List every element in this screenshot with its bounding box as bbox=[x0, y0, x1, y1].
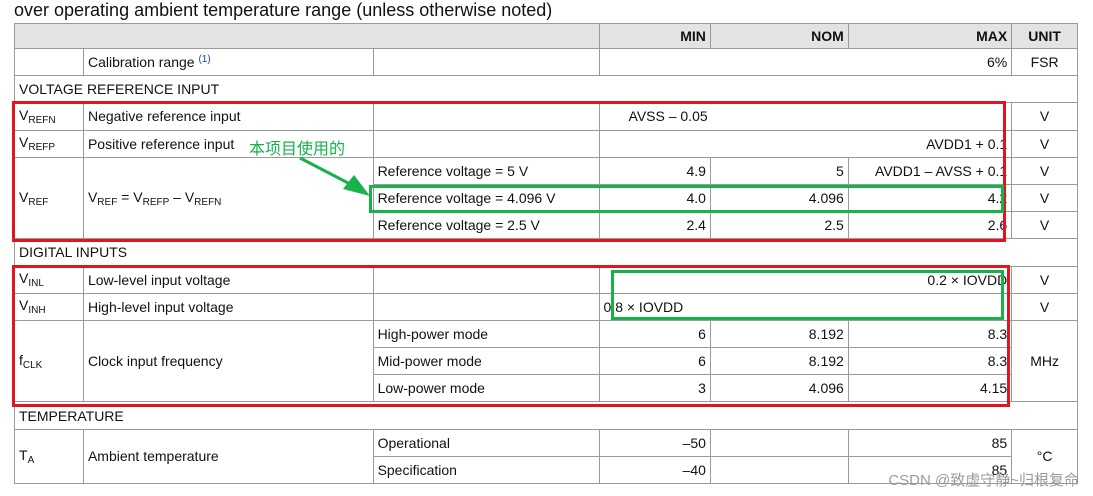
nom-cell: 4.096 bbox=[709, 183, 849, 213]
max-cell: AVDD1 – AVSS + 0.1 bbox=[847, 156, 1013, 185]
min-cell: 2.4 bbox=[598, 211, 711, 240]
symbol-fclk: fCLK bbox=[14, 319, 84, 403]
max-cell: 4.15 bbox=[847, 374, 1013, 403]
param-cell: Calibration range (1) bbox=[82, 47, 374, 77]
nom-cell: 2.5 bbox=[709, 211, 849, 240]
cond-cell: Specification bbox=[372, 455, 600, 485]
sym-cell bbox=[14, 47, 84, 77]
min-cell: –40 bbox=[598, 455, 711, 485]
cond-cell: Reference voltage = 4.096 V bbox=[372, 183, 600, 213]
unit-cell: V bbox=[1011, 183, 1078, 213]
min-cell: 4.0 bbox=[598, 183, 711, 213]
header-blank bbox=[14, 23, 600, 49]
min-cell: 6 bbox=[598, 319, 711, 349]
table-row: VREFP Positive reference input AVDD1 + 0… bbox=[14, 129, 1078, 158]
table-row: VINL Low-level input voltage 0.2 × IOVDD… bbox=[14, 265, 1078, 294]
unit-cell: V bbox=[1011, 129, 1078, 158]
symbol-vrefp: VREFP bbox=[14, 129, 84, 158]
unit-cell: V bbox=[1011, 265, 1078, 294]
unit-cell: MHz bbox=[1011, 319, 1078, 403]
max-cell: 85 bbox=[847, 428, 1013, 457]
section-digital-inputs: DIGITAL INPUTS bbox=[14, 238, 1078, 267]
table-row: Low-power mode 3 4.096 4.15 bbox=[15, 374, 1078, 403]
min-cell: –50 bbox=[598, 428, 711, 457]
min-cell: 3 bbox=[598, 374, 711, 403]
annotation-label: 本项目使用的 bbox=[249, 139, 346, 158]
max-cell: 2.6 bbox=[847, 211, 1013, 240]
section-header: TEMPERATURE bbox=[14, 401, 1078, 430]
cond-cell bbox=[372, 129, 600, 158]
param-cell: Clock input frequency bbox=[82, 319, 374, 403]
section-temperature: TEMPERATURE bbox=[14, 401, 1078, 430]
unit-cell: °C bbox=[1011, 428, 1078, 485]
max-cell: 8.3 bbox=[847, 319, 1013, 349]
page-title: over operating ambient temperature range… bbox=[14, 0, 553, 20]
param-cell: Ambient temperature bbox=[82, 428, 374, 485]
header-max: MAX bbox=[847, 23, 1013, 49]
param-cell: High-level input voltage bbox=[82, 292, 374, 321]
min-cell: 0.8 × IOVDD bbox=[598, 292, 1013, 321]
min-cell: 6 bbox=[598, 347, 711, 376]
nom-cell bbox=[709, 428, 849, 457]
table-row: Calibration range (1) 6% FSR bbox=[14, 47, 1078, 77]
nom-cell: 5 bbox=[709, 156, 849, 185]
cond-cell: Mid-power mode bbox=[372, 347, 600, 376]
min-cell: AVSS – 0.05 bbox=[598, 102, 1013, 131]
cond-cell: Low-power mode bbox=[372, 374, 600, 403]
param-cell: Positive reference input bbox=[82, 129, 374, 158]
max-cell: 0.2 × IOVDD bbox=[598, 265, 1013, 294]
symbol-vref: VREF bbox=[14, 156, 84, 240]
unit-cell: V bbox=[1011, 211, 1078, 240]
max-cell: 85 bbox=[847, 455, 1013, 485]
cond-cell: High-power mode bbox=[372, 319, 600, 349]
table-row: Specification –40 85 bbox=[15, 455, 1078, 485]
section-voltage-reference: VOLTAGE REFERENCE INPUT bbox=[14, 75, 1078, 104]
header-row: MIN NOM MAX UNIT bbox=[14, 23, 1078, 49]
cond-cell bbox=[372, 265, 600, 294]
max-cell: AVDD1 + 0.1 bbox=[598, 129, 1013, 158]
nom-cell bbox=[709, 455, 849, 485]
header-min: MIN bbox=[598, 23, 711, 49]
header-unit: UNIT bbox=[1011, 23, 1078, 49]
table-row: VINH High-level input voltage 0.8 × IOVD… bbox=[14, 292, 1078, 321]
table-row: fCLK Clock input frequency High-power mo… bbox=[14, 319, 1078, 403]
cond-cell bbox=[372, 47, 600, 77]
table-row: VREFN Negative reference input AVSS – 0.… bbox=[14, 102, 1078, 131]
max-cell: 8.3 bbox=[847, 347, 1013, 376]
param-cell: Low-level input voltage bbox=[82, 265, 374, 294]
nom-cell: 8.192 bbox=[709, 319, 849, 349]
symbol-ta: TA bbox=[14, 428, 84, 485]
symbol-vrefn: VREFN bbox=[14, 102, 84, 131]
symbol-vinl: VINL bbox=[14, 265, 84, 294]
section-header: VOLTAGE REFERENCE INPUT bbox=[14, 75, 1078, 104]
unit-cell: V bbox=[1011, 156, 1078, 185]
header-nom: NOM bbox=[709, 23, 849, 49]
nom-cell: 4.096 bbox=[709, 374, 849, 403]
watermark: CSDN @致虚守静~归根复命 bbox=[888, 472, 1079, 489]
min-cell: 4.9 bbox=[598, 156, 711, 185]
unit-cell: V bbox=[1011, 292, 1078, 321]
table-row: Reference voltage = 4.096 V 4.0 4.096 4.… bbox=[15, 183, 1078, 213]
unit-cell: V bbox=[1011, 102, 1078, 131]
max-cell: 6% bbox=[598, 47, 1013, 77]
nom-cell: 8.192 bbox=[709, 347, 849, 376]
table-row: VREF VREF = VREFP – VREFN Reference volt… bbox=[14, 156, 1078, 240]
section-header: DIGITAL INPUTS bbox=[14, 238, 1078, 267]
vref-equation: VREF = VREFP – VREFN bbox=[82, 156, 374, 240]
max-cell: 4.2 bbox=[847, 183, 1013, 213]
cond-cell: Operational bbox=[372, 428, 600, 457]
cond-cell bbox=[372, 102, 600, 131]
cond-cell: Reference voltage = 2.5 V bbox=[372, 211, 600, 240]
spec-table: MIN NOM MAX UNIT Calibration range (1) 6… bbox=[14, 23, 1078, 485]
unit-cell: FSR bbox=[1011, 47, 1078, 77]
symbol-vinh: VINH bbox=[14, 292, 84, 321]
cond-cell bbox=[372, 292, 600, 321]
cond-cell: Reference voltage = 5 V bbox=[372, 156, 600, 185]
table-row: TA Ambient temperature Operational –50 8… bbox=[14, 428, 1078, 485]
footnote-link[interactable]: (1) bbox=[198, 54, 211, 66]
param-cell: Negative reference input bbox=[82, 102, 374, 131]
